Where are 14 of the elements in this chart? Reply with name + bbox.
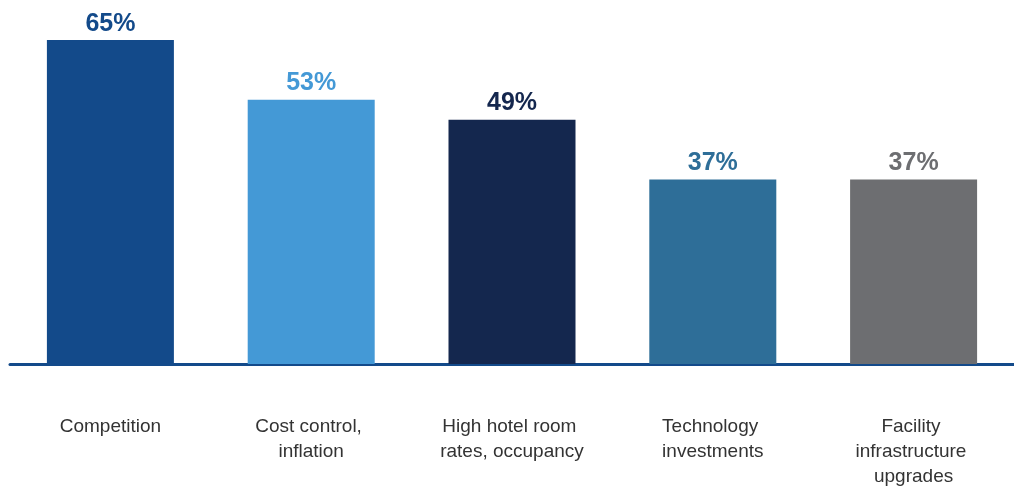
data-label: 37% (888, 147, 939, 176)
bar (448, 119, 576, 364)
bar (850, 179, 978, 364)
x-tick-label: Cost control, inflation (255, 415, 368, 461)
bar (247, 99, 375, 364)
x-tick-label: Competition (59, 415, 162, 436)
data-label: 49% (486, 87, 538, 116)
x-tick-label: Facility infrastructure upgrades (855, 415, 972, 486)
data-label: 65% (85, 7, 136, 36)
bar (649, 179, 777, 364)
x-tick-label: High hotel room rates, occupancy (440, 415, 585, 461)
data-label: 53% (286, 67, 337, 96)
x-tick-label: Technology investments (662, 415, 764, 461)
data-label: 37% (687, 147, 738, 176)
